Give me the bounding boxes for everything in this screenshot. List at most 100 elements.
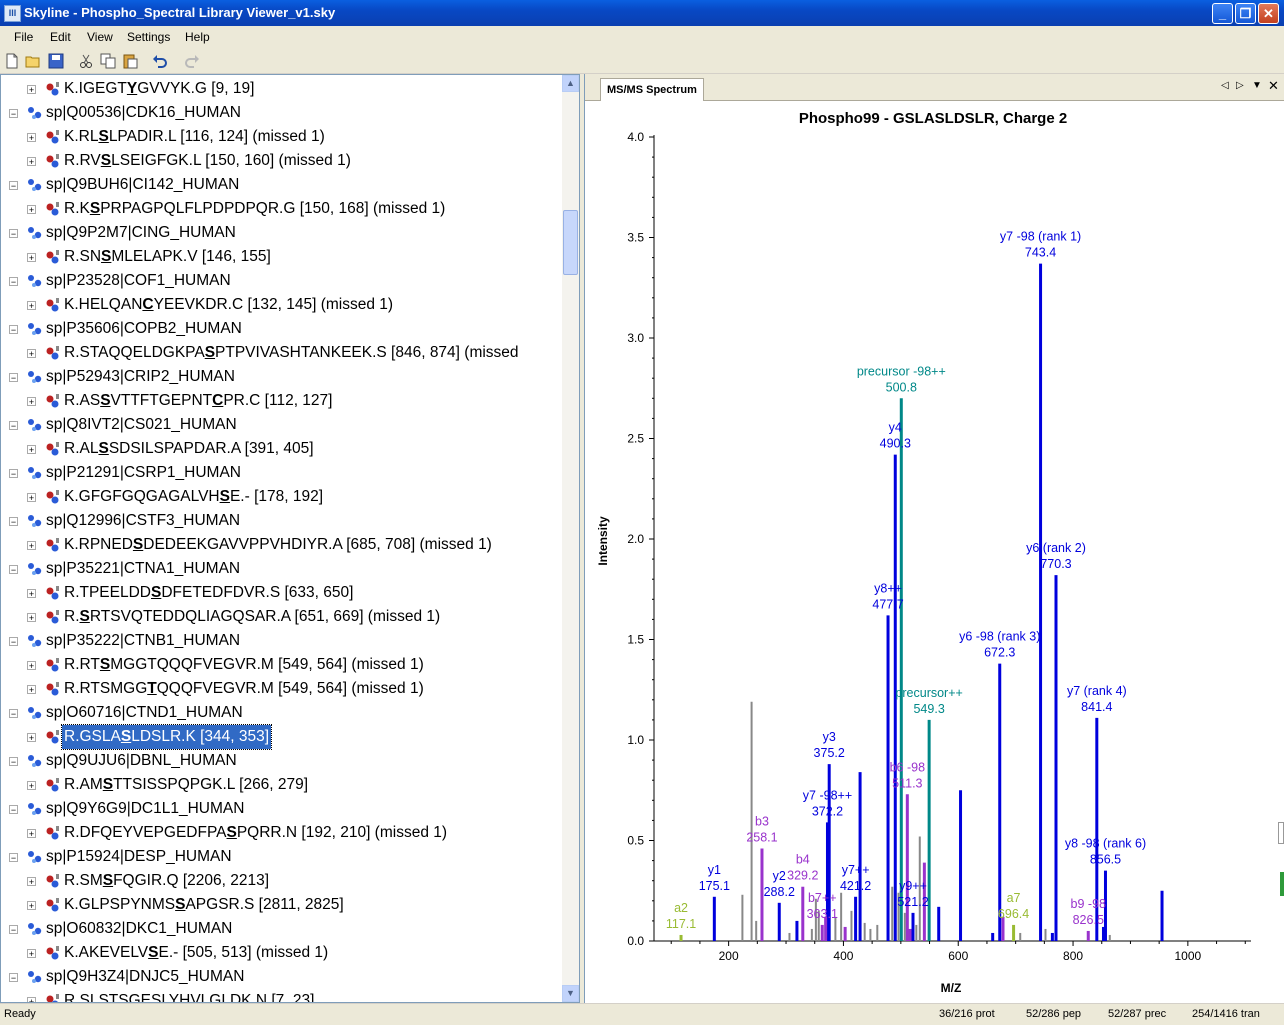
expand-icon[interactable]: +: [27, 781, 36, 790]
peptide-node[interactable]: + R.RVSLSEIGFGK.L [150, 160] (missed 1): [1, 149, 561, 173]
menu-view[interactable]: View: [87, 30, 113, 44]
tab-scroll-left-icon[interactable]: ◁: [1221, 80, 1229, 91]
menu-settings[interactable]: Settings: [127, 30, 170, 44]
new-icon[interactable]: [4, 53, 20, 69]
peptide-node[interactable]: + R.GSLASLDSLR.K [344, 353]: [1, 725, 561, 749]
scroll-up-arrow-icon[interactable]: ▲: [562, 75, 579, 92]
collapse-icon[interactable]: −: [9, 229, 18, 238]
msms-spectrum-chart[interactable]: Phospho99 - GSLASLDSLR, Charge 2 Intensi…: [585, 101, 1284, 1001]
scroll-thumb[interactable]: [563, 210, 578, 275]
tab-list-dropdown-icon[interactable]: ▼: [1252, 80, 1262, 91]
open-icon[interactable]: [25, 53, 41, 69]
expand-icon[interactable]: +: [27, 541, 36, 550]
expand-icon[interactable]: +: [27, 997, 36, 1002]
expand-icon[interactable]: +: [27, 133, 36, 142]
expand-icon[interactable]: +: [27, 829, 36, 838]
peptide-node[interactable]: + K.RPNEDSDEDEEKGAVVPPVHDIYR.A [685, 708]…: [1, 533, 561, 557]
protein-node[interactable]: − sp|P21291|CSRP1_HUMAN: [1, 461, 561, 485]
expand-icon[interactable]: +: [27, 301, 36, 310]
peptide-node[interactable]: + R.KSPRPAGPQLFLPDPDPQR.G [150, 168] (mis…: [1, 197, 561, 221]
peptide-node[interactable]: + K.AKEVELVSE.- [505, 513] (missed 1): [1, 941, 561, 965]
protein-node[interactable]: − sp|P15924|DESP_HUMAN: [1, 845, 561, 869]
collapse-icon[interactable]: −: [9, 277, 18, 286]
protein-node[interactable]: − sp|Q9Y6G9|DC1L1_HUMAN: [1, 797, 561, 821]
collapse-icon[interactable]: −: [9, 109, 18, 118]
peptide-node[interactable]: + R.SMSFQGIR.Q [2206, 2213]: [1, 869, 561, 893]
collapse-icon[interactable]: −: [9, 973, 18, 982]
peptide-node[interactable]: + K.GFGFGQGAGALVHSE.- [178, 192]: [1, 485, 561, 509]
protein-node[interactable]: − sp|Q9P2M7|CING_HUMAN: [1, 221, 561, 245]
peptide-node[interactable]: + R.STAQQELDGKPASPTPVIVASHTANKEEK.S [846,…: [1, 341, 561, 365]
tab-msms-spectrum[interactable]: MS/MS Spectrum: [600, 78, 704, 101]
collapse-icon[interactable]: −: [9, 517, 18, 526]
maximize-button[interactable]: ❐: [1235, 3, 1256, 24]
peptide-tree[interactable]: + K.IGEGTYGVVYK.G [9, 19] − sp|Q00536|CDK16…: [1, 75, 562, 1002]
peptide-node[interactable]: + R.SRTSVQTEDDQLIAGQSAR.A [651, 669] (mis…: [1, 605, 561, 629]
expand-icon[interactable]: +: [27, 901, 36, 910]
collapse-icon[interactable]: −: [9, 325, 18, 334]
close-button[interactable]: ✕: [1258, 3, 1279, 24]
tab-close-icon[interactable]: ✕: [1268, 78, 1279, 94]
expand-icon[interactable]: +: [27, 205, 36, 214]
peptide-node[interactable]: + R.RTSMGGTQQQFVEGVR.M [549, 564] (missed…: [1, 677, 561, 701]
expand-icon[interactable]: +: [27, 349, 36, 358]
expand-icon[interactable]: +: [27, 613, 36, 622]
expand-icon[interactable]: +: [27, 733, 36, 742]
peptide-node[interactable]: + R.DFQEYVEPGEDFPASPQRR.N [192, 210] (mis…: [1, 821, 561, 845]
collapse-icon[interactable]: −: [9, 469, 18, 478]
copy-icon[interactable]: [100, 53, 116, 69]
scroll-down-arrow-icon[interactable]: ▼: [562, 985, 579, 1002]
protein-node[interactable]: − sp|O60716|CTND1_HUMAN: [1, 701, 561, 725]
peptide-node[interactable]: + K.RLSLPADIR.L [116, 124] (missed 1): [1, 125, 561, 149]
protein-node[interactable]: − sp|P52943|CRIP2_HUMAN: [1, 365, 561, 389]
expand-icon[interactable]: +: [27, 157, 36, 166]
paste-icon[interactable]: [122, 53, 138, 69]
expand-icon[interactable]: +: [27, 661, 36, 670]
protein-node[interactable]: − sp|P35222|CTNB1_HUMAN: [1, 629, 561, 653]
protein-node[interactable]: − sp|P35606|COPB2_HUMAN: [1, 317, 561, 341]
collapse-icon[interactable]: −: [9, 637, 18, 646]
collapse-icon[interactable]: −: [9, 853, 18, 862]
peptide-node[interactable]: + K.HELQANCYEEVKDR.C [132, 145] (missed 1…: [1, 293, 561, 317]
expand-icon[interactable]: +: [27, 253, 36, 262]
peptide-node[interactable]: + R.TPEELDDSDFETEDFDVR.S [633, 650]: [1, 581, 561, 605]
peptide-node[interactable]: + R.ALSSDSILSPAPDAR.A [391, 405]: [1, 437, 561, 461]
save-icon[interactable]: [48, 53, 64, 69]
peptide-node[interactable]: + K.GLPSPYNMSSAPGSR.S [2811, 2825]: [1, 893, 561, 917]
tab-scroll-right-icon[interactable]: ▷: [1236, 80, 1244, 91]
protein-node[interactable]: − sp|Q9UJU6|DBNL_HUMAN: [1, 749, 561, 773]
peptide-node[interactable]: + R.RTSMGGTQQQFVEGVR.M [549, 564] (missed…: [1, 653, 561, 677]
expand-icon[interactable]: +: [27, 949, 36, 958]
protein-node[interactable]: − sp|P35221|CTNA1_HUMAN: [1, 557, 561, 581]
peptide-node[interactable]: + K.IGEGTYGVVYK.G [9, 19]: [1, 77, 561, 101]
menu-file[interactable]: File: [14, 30, 33, 44]
redo-icon[interactable]: [184, 53, 200, 69]
collapse-icon[interactable]: −: [9, 805, 18, 814]
expand-icon[interactable]: +: [27, 493, 36, 502]
menu-edit[interactable]: Edit: [50, 30, 71, 44]
expand-icon[interactable]: +: [27, 589, 36, 598]
collapse-icon[interactable]: −: [9, 565, 18, 574]
cut-icon[interactable]: [78, 53, 94, 69]
expand-icon[interactable]: +: [27, 877, 36, 886]
undo-icon[interactable]: [152, 53, 168, 69]
collapse-icon[interactable]: −: [9, 421, 18, 430]
protein-node[interactable]: − sp|P23528|COF1_HUMAN: [1, 269, 561, 293]
collapse-icon[interactable]: −: [9, 181, 18, 190]
expand-icon[interactable]: +: [27, 397, 36, 406]
expand-icon[interactable]: +: [27, 685, 36, 694]
expand-icon[interactable]: +: [27, 85, 36, 94]
menu-help[interactable]: Help: [185, 30, 210, 44]
collapse-icon[interactable]: −: [9, 925, 18, 934]
peptide-node[interactable]: + R.AMSTTSISSPQPGK.L [266, 279]: [1, 773, 561, 797]
expand-icon[interactable]: +: [27, 445, 36, 454]
collapse-icon[interactable]: −: [9, 757, 18, 766]
protein-node[interactable]: − sp|Q8IVT2|CS021_HUMAN: [1, 413, 561, 437]
protein-node[interactable]: − sp|Q12996|CSTF3_HUMAN: [1, 509, 561, 533]
peptide-node[interactable]: + R.ASSVTTFTGEPNTCPR.C [112, 127]: [1, 389, 561, 413]
collapse-icon[interactable]: −: [9, 709, 18, 718]
tree-vertical-scrollbar[interactable]: ▲ ▼: [562, 75, 579, 1002]
collapse-icon[interactable]: −: [9, 373, 18, 382]
protein-node[interactable]: − sp|O60832|DKC1_HUMAN: [1, 917, 561, 941]
protein-node[interactable]: − sp|Q9BUH6|CI142_HUMAN: [1, 173, 561, 197]
